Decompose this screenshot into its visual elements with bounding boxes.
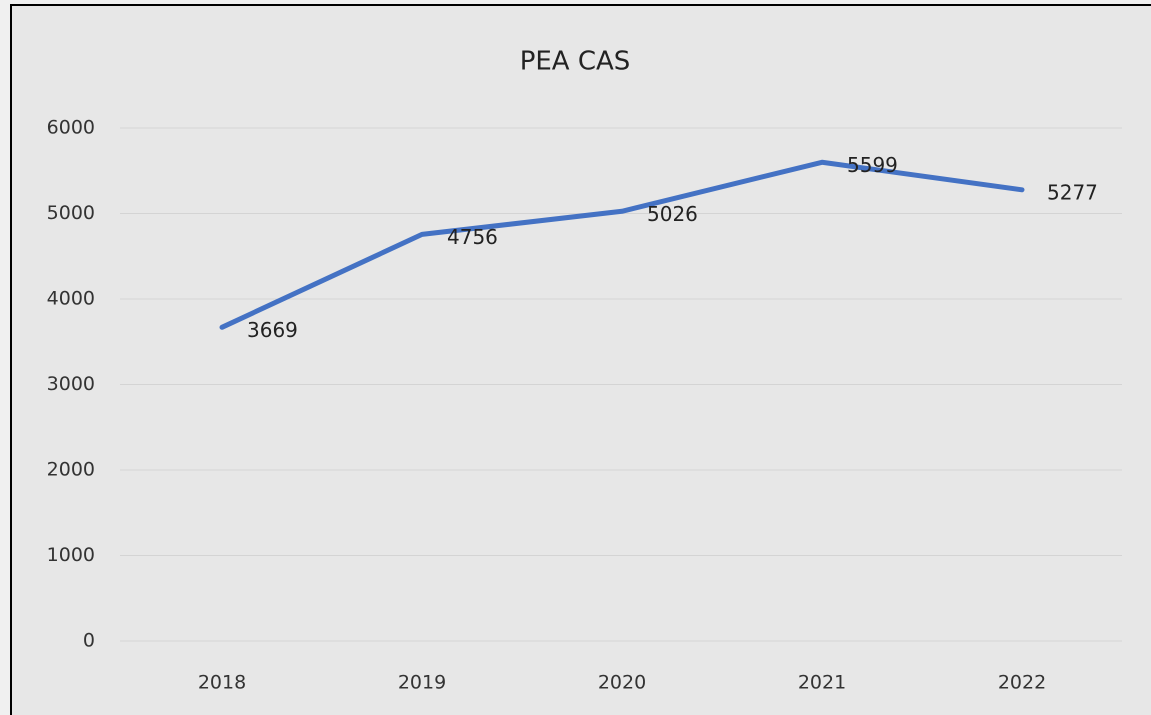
x-tick-label: 2018 [198,672,246,694]
data-label: 5277 [1047,180,1098,204]
chart-area [10,4,1151,715]
y-tick-label: 6000 [47,117,95,139]
y-tick-label: 1000 [47,544,95,566]
line-series [219,159,1025,330]
data-label: 4756 [447,225,498,249]
y-tick-label: 5000 [47,202,95,224]
x-tick-label: 2021 [798,672,846,694]
x-tick-label: 2020 [598,672,646,694]
data-label: 3669 [247,318,298,342]
y-tick-label: 3000 [47,373,95,395]
y-tick-label: 4000 [47,288,95,310]
data-label: 5026 [647,202,698,226]
y-tick-label: 2000 [47,459,95,481]
data-label: 5599 [847,153,898,177]
y-tick-label: 0 [83,630,95,652]
x-tick-label: 2019 [398,672,446,694]
chart-title: PEA CAS [520,47,631,77]
x-tick-label: 2022 [998,672,1046,694]
